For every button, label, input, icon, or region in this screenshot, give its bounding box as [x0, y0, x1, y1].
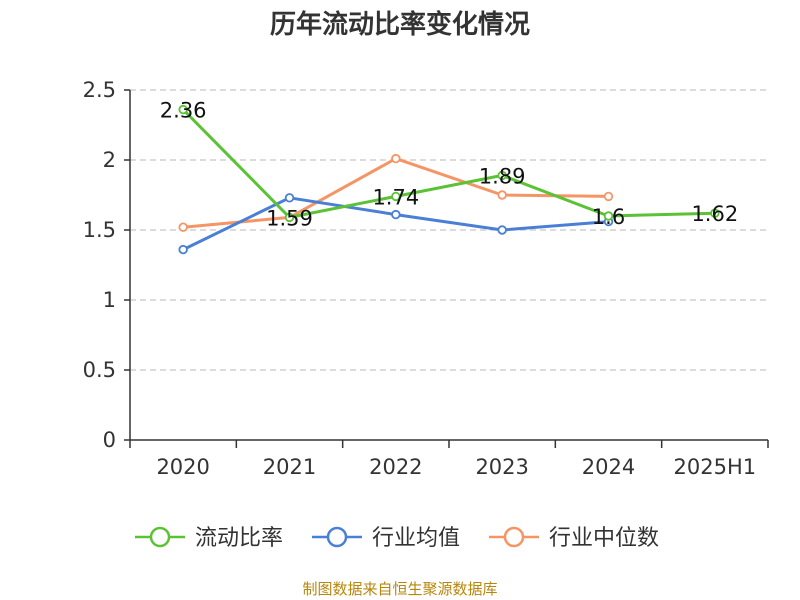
data-label: 1.89 [479, 164, 526, 188]
data-label: 1.59 [266, 206, 313, 230]
x-tick-label: 2022 [369, 455, 422, 479]
data-point [284, 212, 295, 223]
data-point [178, 244, 188, 255]
legend: 流动比率 行业均值 行业中位数 [135, 526, 659, 551]
data-point [497, 170, 507, 181]
data-label: 2.36 [160, 99, 207, 123]
data-label: 1.74 [372, 185, 419, 209]
y-tick-label: 1 [103, 288, 116, 312]
y-tick-label: 0.5 [83, 358, 116, 382]
data-point [178, 104, 188, 115]
y-tick-label: 1.5 [83, 218, 116, 242]
x-tick-label: 2023 [475, 455, 528, 479]
y-tick-label: 2 [103, 148, 116, 172]
data-point [603, 211, 614, 221]
x-tick-label: 2024 [582, 455, 635, 479]
data-point [391, 153, 401, 164]
x-tick-label: 2020 [156, 455, 209, 479]
axes: 0 0.5 1 1.5 2 2.5 2020 2021 2022 2023 2024 2025H1 [83, 78, 769, 479]
legend-marker [149, 526, 171, 548]
y-tick-label: 0 [103, 428, 116, 452]
data-label: 1.6 [592, 205, 625, 229]
x-tick-label: 2021 [263, 455, 316, 479]
data-point [391, 209, 401, 220]
legend-label: 行业均值 [372, 526, 460, 551]
data-labels: 2.36 1.59 1.74 1.89 1.6 1.62 [160, 99, 738, 231]
legend-label: 流动比率 [195, 526, 283, 551]
legend-label: 行业中位数 [549, 526, 659, 551]
data-point [391, 191, 401, 202]
legend-marker [326, 526, 348, 548]
data-point [497, 225, 507, 235]
data-point [178, 222, 188, 232]
x-tick-label: 2025H1 [674, 455, 757, 479]
chart-title: 历年流动比率变化情况 [270, 9, 530, 40]
data-label: 1.62 [691, 202, 738, 226]
gridlines [130, 89, 768, 371]
legend-marker [503, 526, 525, 548]
data-point [710, 208, 720, 218]
data-point [497, 190, 507, 200]
data-point [284, 193, 295, 203]
source-note: 制图数据来自恒生聚源数据库 [302, 580, 497, 598]
data-point [603, 191, 614, 202]
series-layer [178, 104, 720, 255]
y-tick-label: 2.5 [83, 78, 116, 102]
series-line-0 [182, 108, 715, 219]
